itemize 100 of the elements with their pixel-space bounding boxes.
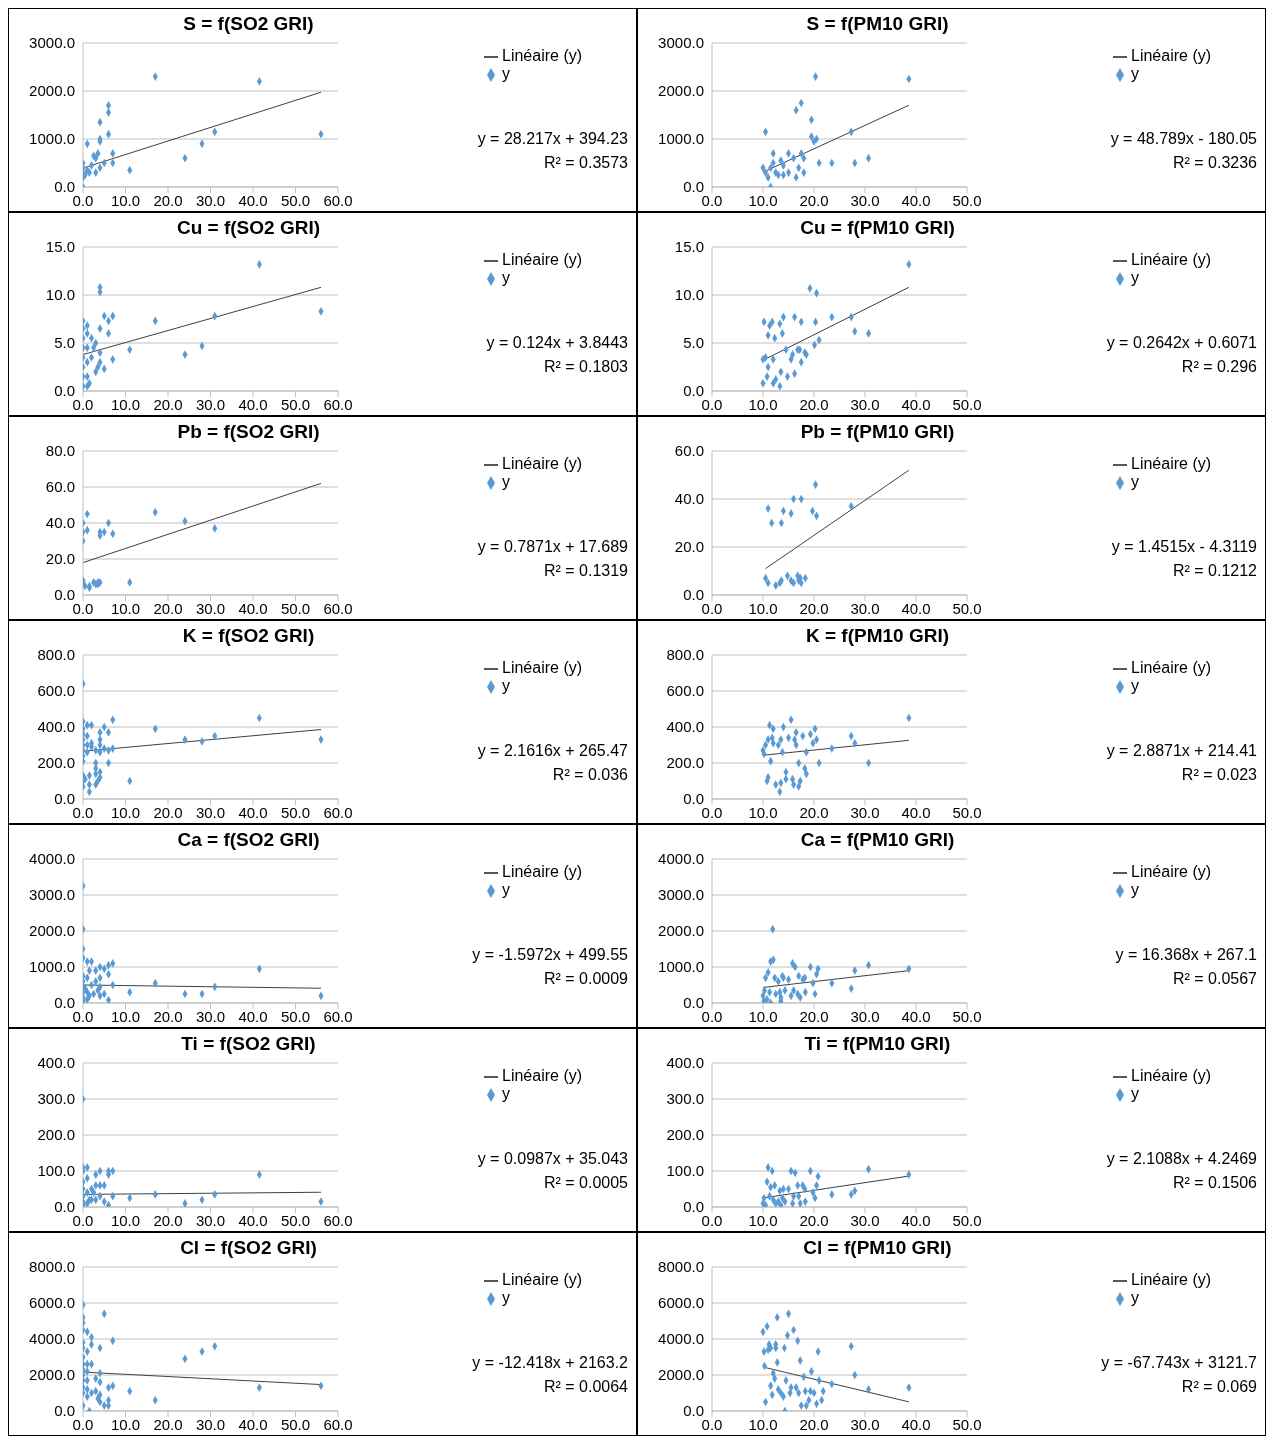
text: y = -12.418x + 2163.2 bbox=[472, 1353, 628, 1373]
text: y = 0.7871x + 17.689 bbox=[477, 537, 628, 557]
y-tick-label: 4000.0 bbox=[658, 1330, 704, 1348]
y-tick-label: 3000.0 bbox=[29, 886, 75, 904]
y-tick-label: 300.0 bbox=[666, 1090, 704, 1108]
y-tick-label: 100.0 bbox=[666, 1162, 704, 1180]
y-tick-label: 20.0 bbox=[674, 538, 704, 556]
y-tick-label: 2000.0 bbox=[29, 82, 75, 100]
x-tick-label: 50.0 bbox=[280, 1007, 311, 1025]
legend-label: Linéaire (y) bbox=[502, 863, 583, 880]
y-tick-label: 200.0 bbox=[37, 1126, 75, 1144]
x-tick-label: 30.0 bbox=[850, 191, 880, 209]
chart-title: Ti = f(PM10 GRI) bbox=[803, 1033, 952, 1055]
x-tick-label: 30.0 bbox=[850, 1007, 880, 1025]
x-tick-label: 20.0 bbox=[799, 395, 829, 413]
x-tick-label: 50.0 bbox=[280, 1211, 311, 1229]
text: y = 2.8871x + 214.41 bbox=[1106, 741, 1257, 761]
x-tick-label: 50.0 bbox=[952, 1007, 982, 1025]
y-tick-label: 400.0 bbox=[666, 718, 704, 736]
legend-label: y bbox=[502, 65, 510, 82]
y-tick-label: 6000.0 bbox=[658, 1294, 704, 1312]
y-tick-label: 10.0 bbox=[45, 286, 75, 304]
legend-label: y bbox=[502, 269, 510, 286]
x-tick-label: 30.0 bbox=[195, 1415, 226, 1433]
legend-label: Linéaire (y) bbox=[502, 47, 583, 64]
text: R² = 0.3573 bbox=[542, 153, 628, 173]
legend-label: Linéaire (y) bbox=[502, 659, 583, 676]
text: R² = 0.069 bbox=[1180, 1377, 1257, 1397]
legend-label: y bbox=[1131, 65, 1139, 82]
chart-title: Cu = f(SO2 GRI) bbox=[175, 217, 321, 239]
y-tick-label: 0.0 bbox=[54, 178, 75, 196]
y-tick-label: 600.0 bbox=[37, 682, 75, 700]
legend-label: Linéaire (y) bbox=[502, 1271, 583, 1288]
chart-title: K = f(PM10 GRI) bbox=[804, 625, 951, 647]
y-tick-label: 4000.0 bbox=[29, 1330, 75, 1348]
x-tick-label: 20.0 bbox=[153, 599, 183, 617]
y-tick-label: 200.0 bbox=[666, 1126, 704, 1144]
y-tick-label: 0.0 bbox=[54, 994, 75, 1012]
y-tick-label: 8000.0 bbox=[658, 1258, 704, 1276]
x-tick-label: 10.0 bbox=[748, 1415, 778, 1433]
x-tick-label: 20.0 bbox=[153, 1007, 183, 1025]
y-tick-label: 400.0 bbox=[37, 1054, 75, 1072]
x-tick-label: 30.0 bbox=[850, 395, 880, 413]
y-tick-label: 0.0 bbox=[54, 1198, 75, 1216]
x-tick-label: 20.0 bbox=[799, 599, 829, 617]
chart-title: Pb = f(SO2 GRI) bbox=[176, 421, 321, 443]
y-tick-label: 0.0 bbox=[683, 1402, 704, 1420]
chart-title: K = f(SO2 GRI) bbox=[181, 625, 316, 647]
legend-label: y bbox=[1131, 1289, 1139, 1306]
text: y = 0.0987x + 35.043 bbox=[477, 1149, 628, 1169]
x-tick-label: 20.0 bbox=[153, 803, 183, 821]
x-tick-label: 40.0 bbox=[901, 1415, 931, 1433]
x-tick-label: 60.0 bbox=[323, 191, 353, 209]
text: y = 2.1088x + 4.2469 bbox=[1106, 1149, 1257, 1169]
x-tick-label: 10.0 bbox=[110, 803, 141, 821]
legend-label: Linéaire (y) bbox=[502, 455, 583, 472]
x-tick-label: 40.0 bbox=[238, 395, 268, 413]
x-tick-label: 40.0 bbox=[238, 1007, 268, 1025]
y-tick-label: 0.0 bbox=[683, 1198, 704, 1216]
x-tick-label: 50.0 bbox=[280, 191, 311, 209]
legend-label: Linéaire (y) bbox=[502, 1067, 583, 1084]
text: R² = 0.1319 bbox=[542, 561, 628, 581]
legend-label: Linéaire (y) bbox=[502, 251, 583, 268]
x-tick-label: 50.0 bbox=[952, 1211, 982, 1229]
y-tick-label: 3000.0 bbox=[658, 34, 704, 52]
y-tick-label: 200.0 bbox=[37, 754, 75, 772]
x-tick-label: 30.0 bbox=[195, 803, 226, 821]
x-tick-label: 30.0 bbox=[850, 1415, 880, 1433]
y-tick-label: 60.0 bbox=[674, 442, 704, 460]
chart-title: Ca = f(SO2 GRI) bbox=[176, 829, 321, 851]
x-tick-label: 30.0 bbox=[195, 395, 226, 413]
y-tick-label: 15.0 bbox=[674, 238, 704, 256]
y-tick-label: 0.0 bbox=[683, 586, 704, 604]
x-tick-label: 10.0 bbox=[748, 395, 778, 413]
text: y = 1.4515x - 4.3119 bbox=[1111, 537, 1257, 557]
x-tick-label: 10.0 bbox=[748, 191, 778, 209]
y-tick-label: 5.0 bbox=[54, 334, 75, 352]
x-tick-label: 50.0 bbox=[280, 803, 311, 821]
y-tick-label: 60.0 bbox=[45, 478, 75, 496]
y-tick-label: 3000.0 bbox=[658, 886, 704, 904]
text: R² = 0.296 bbox=[1180, 357, 1257, 377]
x-tick-label: 40.0 bbox=[901, 395, 931, 413]
text: R² = 0.3236 bbox=[1171, 153, 1257, 173]
chart-title: S = f(PM10 GRI) bbox=[805, 13, 950, 35]
chart-title: Cl = f(SO2 GRI) bbox=[179, 1237, 318, 1259]
x-tick-label: 20.0 bbox=[799, 1007, 829, 1025]
x-tick-label: 10.0 bbox=[748, 599, 778, 617]
y-tick-label: 400.0 bbox=[666, 1054, 704, 1072]
legend-label: y bbox=[502, 881, 510, 898]
x-tick-label: 60.0 bbox=[323, 1007, 353, 1025]
legend-label: y bbox=[1131, 1085, 1139, 1102]
text: R² = 0.0009 bbox=[542, 969, 628, 989]
y-tick-label: 20.0 bbox=[45, 550, 75, 568]
x-tick-label: 10.0 bbox=[748, 1007, 778, 1025]
legend-label: Linéaire (y) bbox=[1131, 1271, 1212, 1288]
x-tick-label: 0.0 bbox=[701, 1415, 723, 1433]
x-tick-label: 30.0 bbox=[195, 1211, 226, 1229]
text: R² = 0.1506 bbox=[1171, 1173, 1257, 1193]
y-tick-label: 2000.0 bbox=[29, 922, 75, 940]
chart-title: Ti = f(SO2 GRI) bbox=[180, 1033, 317, 1055]
